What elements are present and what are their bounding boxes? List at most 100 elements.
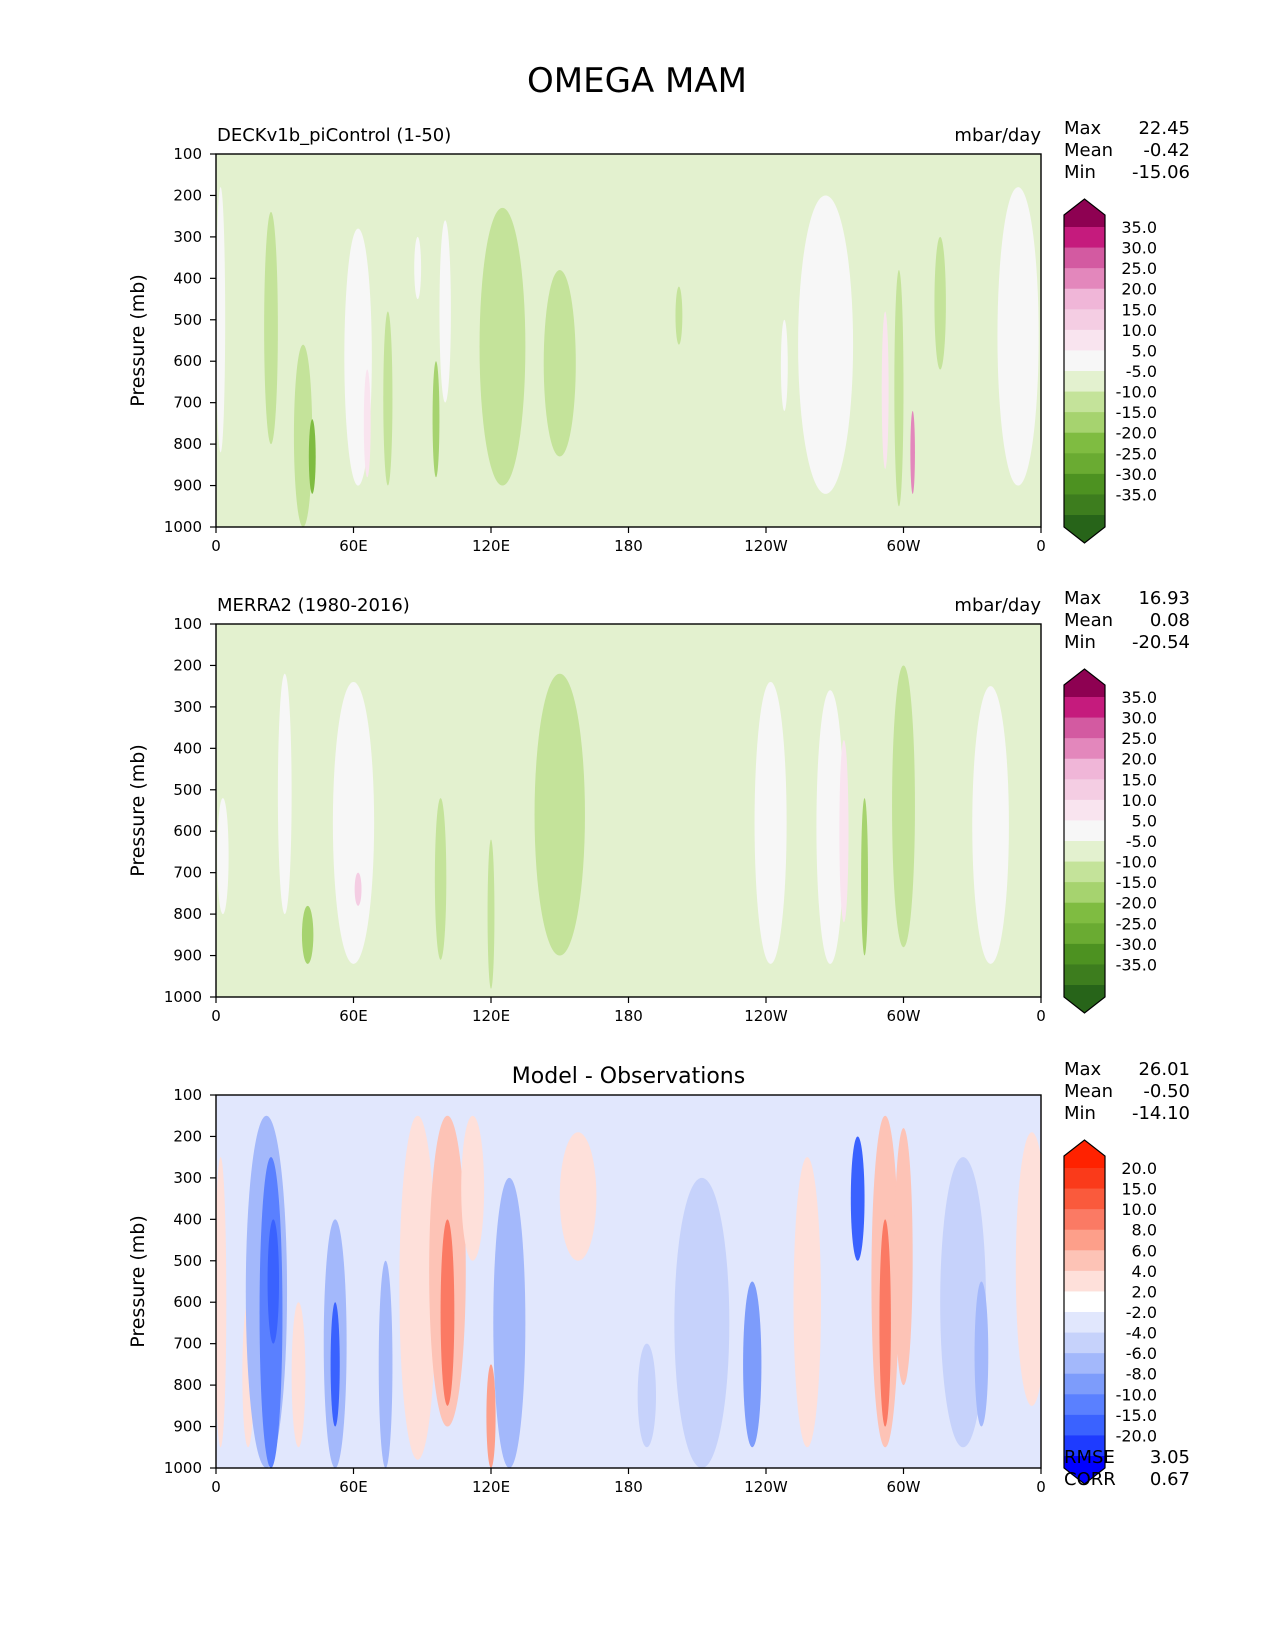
colorbar-label: -20.0 xyxy=(1116,1426,1157,1445)
colorbar-label: 2.0 xyxy=(1132,1282,1157,1301)
colorbar-label: -30.0 xyxy=(1116,465,1157,484)
x-tick-label: 60W xyxy=(887,537,921,555)
x-tick-label: 0 xyxy=(211,1007,221,1025)
x-tick-label: 0 xyxy=(1036,537,1046,555)
colorbar-band xyxy=(1064,247,1105,269)
y-axis-label: Pressure (mb) xyxy=(127,274,149,407)
y-tick-label: 400 xyxy=(173,1210,202,1228)
stat-value: 0.08 xyxy=(1150,610,1190,631)
colorbar-band xyxy=(1064,494,1105,516)
colorbar-label: 25.0 xyxy=(1121,729,1157,748)
contour-feature xyxy=(534,673,585,956)
contour-feature xyxy=(354,872,362,906)
contour-feature xyxy=(308,419,316,494)
stat-label: Min xyxy=(1064,632,1096,653)
colorbar-band xyxy=(1064,902,1105,924)
x-tick-label: 120W xyxy=(744,1478,788,1496)
colorbar-outline xyxy=(1063,1139,1106,1485)
contour-feature xyxy=(293,344,313,527)
colorbar-label: -10.0 xyxy=(1116,853,1157,872)
colorbar-band xyxy=(1064,1250,1105,1272)
colorbar-label: -35.0 xyxy=(1116,955,1157,974)
x-tick-label: 0 xyxy=(1036,1007,1046,1025)
colorbar-label: 10.0 xyxy=(1121,1200,1157,1219)
colorbar-label: 10.0 xyxy=(1121,791,1157,810)
x-tick-label: 120E xyxy=(472,1007,510,1025)
colorbar: 35.0 30.025.0 20.015.0 10.05.0 -5.0 -10.0-15.… xyxy=(1063,668,1157,1014)
colorbar-band xyxy=(1064,758,1105,780)
contour-feature xyxy=(461,1115,485,1261)
colorbar-outline xyxy=(1063,198,1106,544)
colorbar-band xyxy=(1064,861,1105,883)
colorbar-label: -8.0 xyxy=(1126,1365,1157,1384)
stat-label: Mean xyxy=(1064,1081,1113,1102)
colorbar-band xyxy=(1064,738,1105,760)
y-tick-label: 400 xyxy=(173,739,202,757)
contour-feature xyxy=(780,319,788,411)
contour-feature xyxy=(479,207,526,486)
x-tick-label: 0 xyxy=(211,1478,221,1496)
y-tick-label: 300 xyxy=(173,698,202,716)
stat-label: Max xyxy=(1064,1059,1102,1080)
y-tick-label: 600 xyxy=(173,1293,202,1311)
colorbar-label: -4.0 xyxy=(1126,1324,1157,1343)
colorbar-label: -25.0 xyxy=(1116,914,1157,933)
contour-feature xyxy=(414,236,422,300)
field xyxy=(217,665,1009,989)
panel-title: DECKv1b_piControl (1-50) xyxy=(217,125,451,146)
colorbar-band xyxy=(1064,779,1105,801)
colorbar-outline xyxy=(1063,668,1106,1014)
x-tick-label: 60W xyxy=(887,1007,921,1025)
colorbar-label: -6.0 xyxy=(1126,1344,1157,1363)
colorbar-band xyxy=(1064,412,1105,434)
y-tick-label: 100 xyxy=(173,1086,202,1104)
stat-value: -14.10 xyxy=(1132,1103,1190,1124)
colorbar-band xyxy=(1064,350,1105,372)
contour-feature xyxy=(894,270,904,507)
colorbar-label: 20.0 xyxy=(1121,750,1157,769)
colorbar-band xyxy=(1064,964,1105,986)
colorbar-band xyxy=(1064,1188,1105,1210)
units-label: mbar/day xyxy=(954,125,1041,146)
colorbar-band xyxy=(1064,1414,1105,1436)
stat-value: -0.42 xyxy=(1143,140,1190,161)
x-tick-label: 180 xyxy=(614,1478,643,1496)
colorbar-band xyxy=(1064,820,1105,842)
plot-background xyxy=(216,154,1041,527)
y-tick-label: 1000 xyxy=(164,1459,202,1477)
contour-feature xyxy=(997,187,1039,486)
contour-feature xyxy=(543,270,576,457)
colorbar-band xyxy=(1064,309,1105,331)
contour-feature xyxy=(486,1364,496,1468)
colorbar-label: -35.0 xyxy=(1116,485,1157,504)
colorbar-label: -15.0 xyxy=(1116,873,1157,892)
y-tick-label: 900 xyxy=(173,477,202,495)
colorbar-label: -2.0 xyxy=(1126,1303,1157,1322)
contour-feature xyxy=(934,236,946,370)
contour-feature xyxy=(439,220,451,403)
stat-label: Max xyxy=(1064,118,1102,139)
colorbar-band xyxy=(1064,453,1105,475)
colorbar-label: 35.0 xyxy=(1121,218,1157,237)
contour-feature xyxy=(972,686,1009,964)
stat-label: Max xyxy=(1064,588,1102,609)
x-tick-label: 60E xyxy=(339,537,368,555)
colorbar-band xyxy=(1064,1373,1105,1395)
y-tick-label: 800 xyxy=(173,435,202,453)
colorbar-band xyxy=(1064,882,1105,904)
contour-feature xyxy=(383,311,393,486)
colorbar-label: -25.0 xyxy=(1116,444,1157,463)
stat-value: 22.45 xyxy=(1138,118,1190,139)
stat-value: -15.06 xyxy=(1132,162,1190,183)
colorbar-band xyxy=(1064,1209,1105,1231)
colorbar-extend-top xyxy=(1064,669,1105,697)
colorbar-label: 15.0 xyxy=(1121,770,1157,789)
colorbar-label: 4.0 xyxy=(1132,1262,1157,1281)
contour-feature xyxy=(894,1128,913,1386)
contour-feature xyxy=(910,410,915,494)
x-tick-label: 120E xyxy=(472,1478,510,1496)
colorbar-band xyxy=(1064,1229,1105,1251)
colorbar-band xyxy=(1064,1270,1105,1292)
contour-feature xyxy=(1015,1132,1041,1406)
contour-feature xyxy=(637,1343,656,1448)
